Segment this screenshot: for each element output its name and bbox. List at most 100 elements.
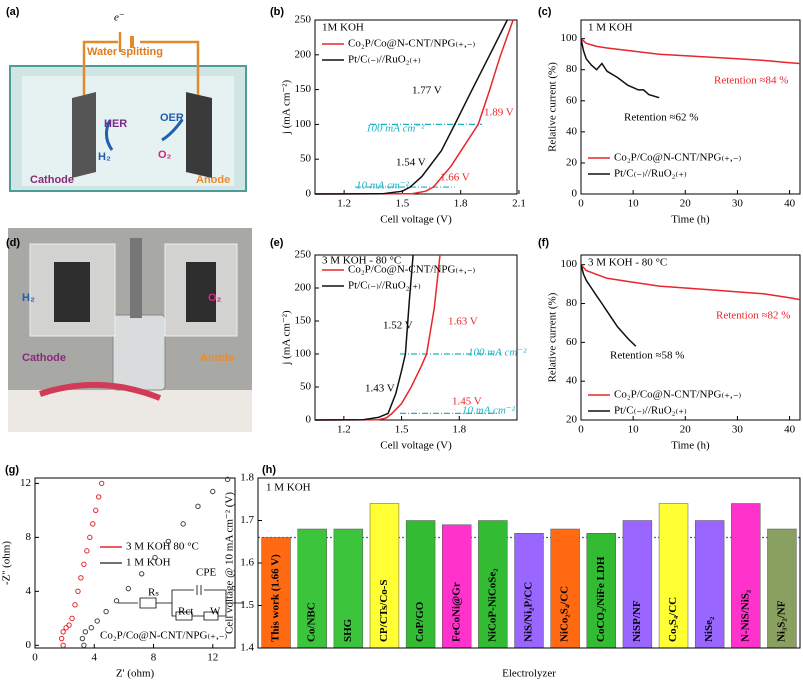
photo-d: (d) H₂ O₂ Cathode Anode (6, 228, 252, 432)
annotation: 1.52 V (383, 320, 413, 332)
x-tick-label: 10 (628, 198, 640, 210)
x-tick-label: 1.2 (337, 198, 351, 210)
bar (622, 520, 653, 649)
legend-label: Co₂P/Co@N-CNT/NPG₍₊,₋₎ (614, 152, 742, 164)
y-tick-label: 0 (306, 414, 312, 426)
data-line (314, 254, 414, 421)
legend-label: 3 M KOH 80 °C (126, 541, 199, 553)
annotation: 1.54 V (396, 157, 426, 169)
annotation: 1.45 V (452, 396, 482, 408)
y-tick-label: 150 (295, 83, 312, 95)
data-line (314, 19, 508, 195)
y-axis-label: Relative current (%) (547, 62, 559, 152)
data-point (138, 571, 145, 577)
data-point (79, 635, 86, 642)
annotation: 1 M KOH (266, 482, 311, 494)
bar (478, 520, 508, 649)
data-point (63, 625, 69, 631)
beaker (112, 314, 166, 391)
annotation: Retention ≈58 % (610, 350, 684, 362)
label: HER (104, 118, 127, 130)
y-tick-label: 0 (572, 188, 578, 200)
data-line (580, 264, 801, 301)
data-point (75, 588, 81, 595)
photo-a: (a) e⁻ Water splitting HER OER H₂ O₂ Cat… (6, 6, 247, 192)
category-label: FeCoNi@Gr (450, 582, 462, 642)
category-label: Co/NBC (306, 602, 318, 642)
y-tick-label: 100 (295, 348, 312, 360)
category-label: Ni₃S₂/NF (775, 600, 787, 642)
y-tick-label: 40 (566, 125, 578, 137)
data-point (125, 585, 132, 592)
x-axis-label: Electrolyzer (502, 668, 556, 680)
annotation: Rct (178, 606, 193, 618)
x-tick-label: 40 (784, 424, 796, 436)
panel-label: (d) (6, 237, 20, 249)
panel-label: (h) (262, 464, 276, 476)
x-tick-label: 1.8 (454, 198, 468, 210)
y-tick-label: 150 (295, 315, 312, 327)
y-tick-label: 20 (566, 156, 578, 168)
x-tick-label: 10 (628, 424, 640, 436)
y-tick-label: 8 (26, 531, 32, 543)
data-point (98, 480, 105, 487)
x-tick-label: 0 (578, 424, 584, 436)
data-point (72, 602, 78, 608)
bar (514, 533, 544, 649)
bar (369, 503, 400, 649)
annotation: Rₛ (148, 587, 159, 599)
data-point (93, 507, 99, 514)
holder (130, 238, 142, 318)
annotation: 1M KOH (322, 22, 364, 34)
category-label: NiCo₂S₄/CC (559, 586, 571, 642)
annotation: Co₂P/Co@N-CNT/NPG₍₊,₋₎ (100, 630, 228, 642)
legend-label: Pt/C₍₋₎//RuO₂₍₊₎ (614, 405, 687, 417)
label: H₂ (98, 151, 111, 163)
y-tick-label: 200 (295, 48, 312, 60)
x-tick-label: 8 (151, 652, 157, 664)
x-tick-label: 12 (207, 652, 218, 664)
plot-frame (580, 19, 801, 195)
category-label: CP/CTs/Co-S (378, 579, 390, 642)
x-axis-label: Z' (ohm) (116, 668, 155, 680)
annotation: Retention ≈84 % (714, 75, 788, 87)
label: Water splitting (87, 46, 163, 58)
x-tick-label: 20 (680, 424, 692, 436)
x-tick-label: 1.5 (395, 424, 409, 436)
y-tick-label: 12 (20, 477, 31, 489)
annotation: 1.43 V (365, 383, 395, 395)
panel-label: (a) (6, 6, 20, 18)
x-tick-label: 4 (92, 652, 98, 664)
y-tick-label: 1.4 (240, 642, 254, 654)
category-label: NiSe₂ (703, 616, 715, 642)
y-tick-label: 1.6 (240, 557, 254, 569)
legend-label: Co₂P/Co@N-CNT/NPG₍₊,₋₎ (348, 38, 476, 50)
plot-frame (314, 19, 518, 195)
data-point (224, 476, 231, 483)
data-point (152, 554, 158, 561)
y-tick-label: 40 (566, 375, 578, 387)
label: O₂ (208, 292, 222, 304)
data-point (96, 494, 102, 500)
bar (658, 503, 689, 649)
plot-frame (314, 254, 518, 421)
annotation: 3 M KOH - 80 °C (322, 255, 401, 267)
x-tick-label: 30 (732, 424, 744, 436)
annotation: Retention ≈62 % (624, 112, 698, 124)
y-tick-label: 80 (566, 63, 578, 75)
y-axis-label: Relative current (%) (547, 292, 559, 382)
plot-frame (580, 254, 801, 421)
data-line (580, 38, 801, 65)
data-point (60, 642, 66, 649)
x-tick-label: 1.8 (452, 424, 466, 436)
panel-label: (g) (5, 464, 19, 476)
label: e⁻ (114, 12, 125, 24)
annotation: 1.89 V (484, 107, 514, 119)
category-label: NiSP/NF (631, 600, 643, 642)
data-point (84, 548, 90, 554)
bar (731, 503, 761, 649)
annotation: 1.66 V (440, 172, 470, 184)
bar (261, 537, 291, 649)
y-tick-label: 1.7 (240, 514, 254, 526)
